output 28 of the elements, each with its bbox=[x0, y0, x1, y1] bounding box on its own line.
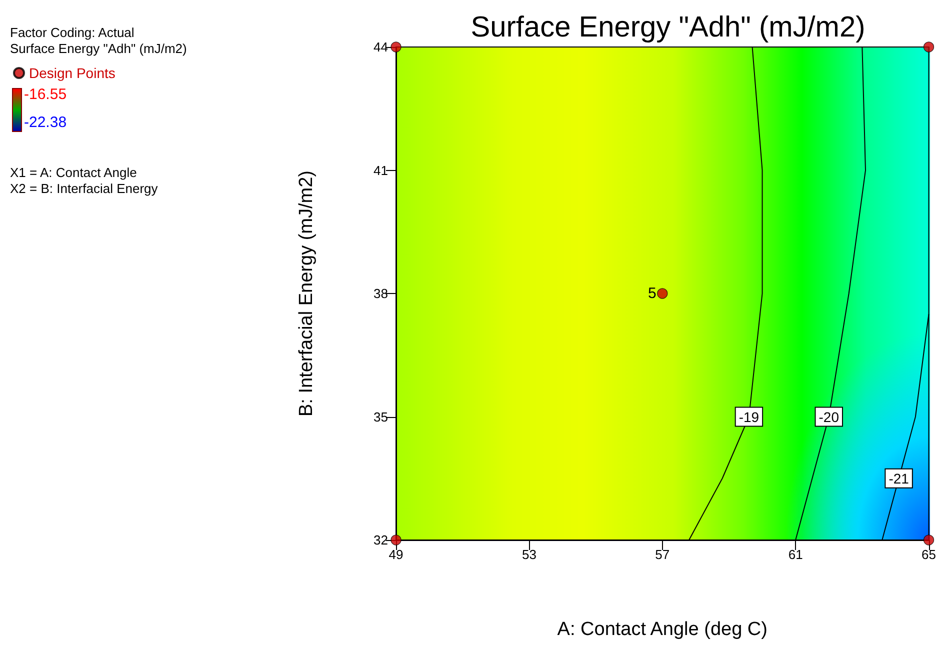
point bbox=[657, 288, 668, 299]
point bbox=[390, 42, 402, 52]
chart-title: Surface Energy "Adh" (mJ/m2) bbox=[470, 12, 866, 44]
text: X2 = B: Interfacial Energy bbox=[10, 181, 158, 196]
legend-label: Design Points bbox=[29, 65, 116, 81]
y-tick-label: 35 bbox=[374, 409, 388, 424]
x-tick-label: 57 bbox=[655, 547, 670, 562]
text: Surface Energy "Adh" (mJ/m2) bbox=[10, 41, 187, 56]
point bbox=[923, 42, 934, 52]
y-tick-label: 41 bbox=[374, 162, 388, 178]
x-tick-label: 53 bbox=[522, 547, 536, 562]
y-tick-label: 38 bbox=[374, 286, 388, 301]
y-axis-title: B: Interfacial Energy (mJ/m2) bbox=[296, 170, 317, 417]
x-tick-label: 49 bbox=[388, 547, 404, 562]
x-axis-title: A: Contact Angle (deg C) bbox=[557, 619, 768, 640]
annotation: 5 bbox=[648, 285, 656, 302]
point bbox=[390, 534, 402, 546]
x-tick-label: 65 bbox=[922, 547, 936, 562]
text: -22.38 bbox=[24, 114, 67, 131]
series-label: -21 bbox=[888, 470, 910, 486]
x-tick-label: 61 bbox=[788, 547, 803, 562]
point bbox=[923, 534, 934, 546]
y-tick-label: 44 bbox=[374, 40, 388, 54]
y-tick-label: 32 bbox=[374, 532, 388, 548]
text: Factor Coding: Actual bbox=[10, 25, 134, 40]
series-label: -20 bbox=[818, 408, 840, 425]
text: -16.55 bbox=[24, 86, 67, 103]
text: X1 = A: Contact Angle bbox=[10, 165, 137, 180]
